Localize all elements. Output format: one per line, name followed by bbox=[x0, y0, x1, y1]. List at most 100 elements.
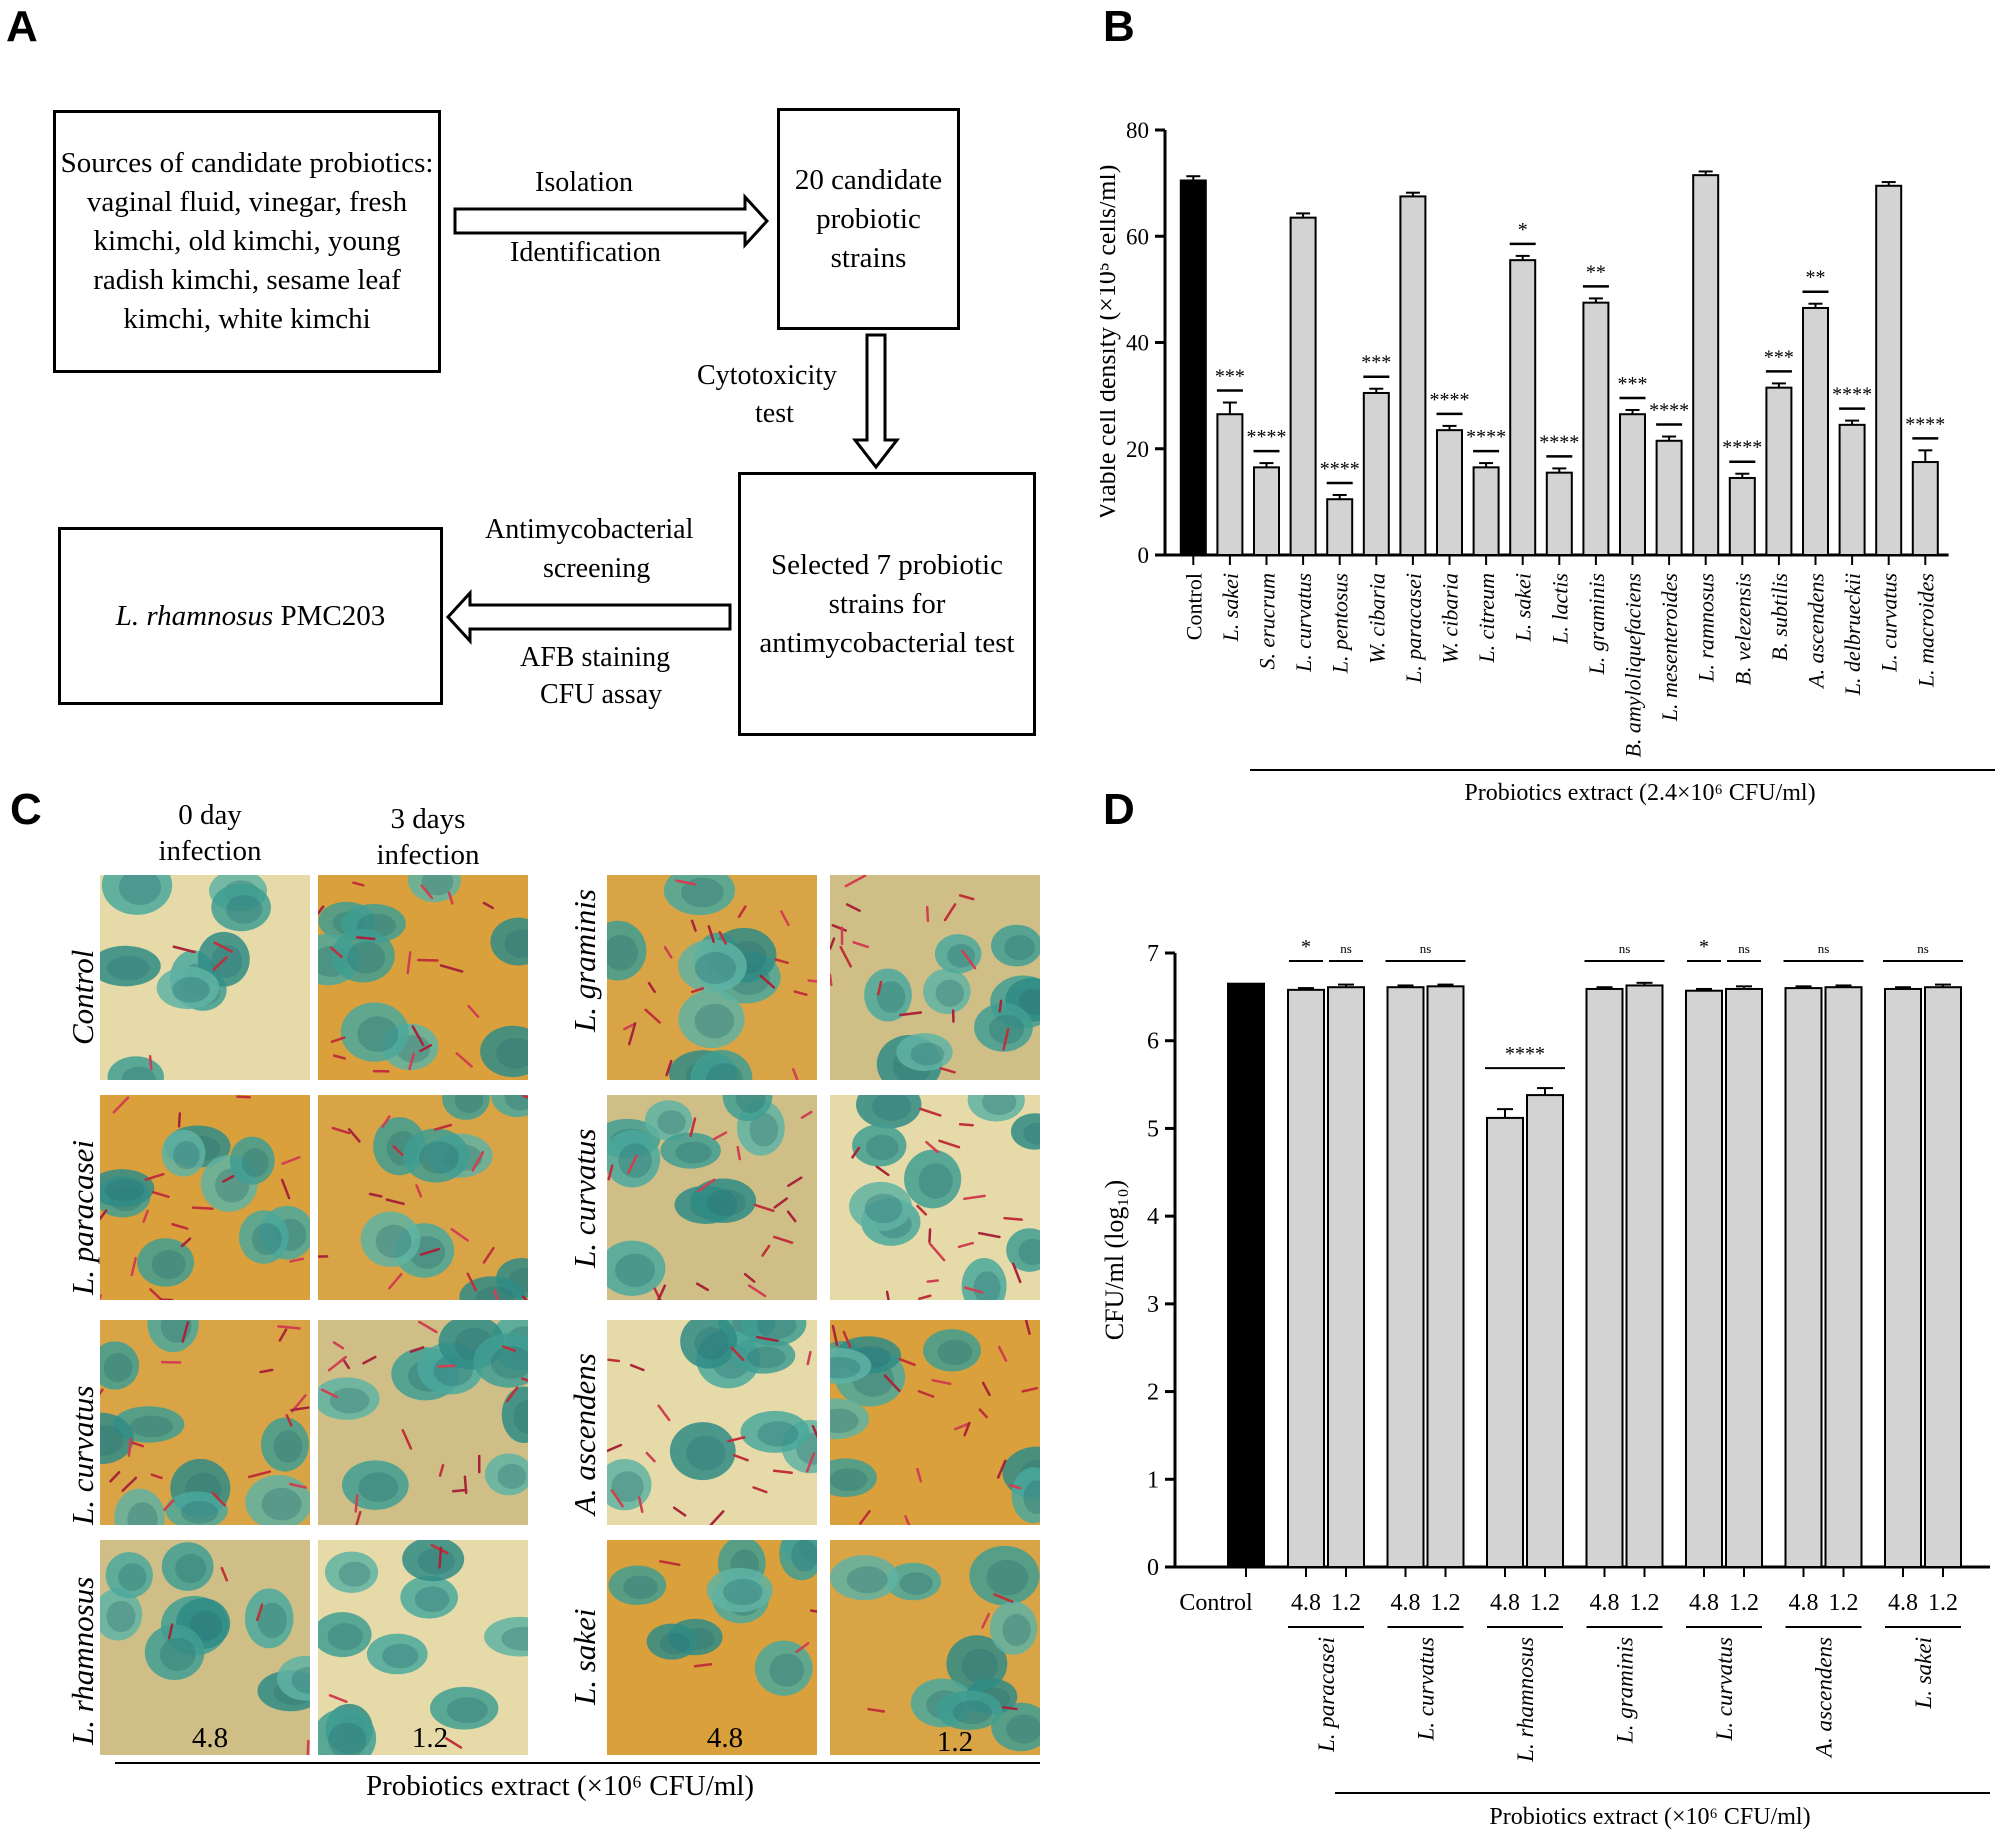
conc-label-4: 1.2 bbox=[936, 1726, 974, 1758]
d-y-tick-label: 0 bbox=[1147, 1555, 1159, 1581]
d-y-tick-label: 3 bbox=[1147, 1292, 1159, 1318]
d-conc-label: 1.2 bbox=[1729, 1590, 1759, 1616]
candidates-box-text: 20 candidate probiotic strains bbox=[794, 163, 943, 274]
b-x-label: B. subtilis bbox=[1767, 573, 1792, 661]
micrograph bbox=[318, 1540, 528, 1755]
b-x-label: B. velezensis bbox=[1730, 573, 1755, 685]
b-bar bbox=[1765, 386, 1793, 556]
micrograph bbox=[318, 1095, 528, 1300]
d-group-label: L. rhamnosus bbox=[1513, 1637, 1538, 1763]
b-sig-label: **** bbox=[1832, 384, 1872, 406]
d-sig-label: * bbox=[1699, 936, 1709, 958]
b-bar bbox=[1253, 466, 1280, 556]
d-y-tick-label: 7 bbox=[1147, 941, 1159, 967]
d-bar-control bbox=[1227, 982, 1265, 1568]
row-label-rhamnosus: L. rhamnosus bbox=[65, 1576, 100, 1745]
b-bar bbox=[1619, 413, 1646, 556]
conc-label-1: 4.8 bbox=[191, 1722, 229, 1754]
result-box: L. rhamnosus PMC203 bbox=[58, 527, 443, 705]
col-header-0day-line2: infection bbox=[158, 835, 262, 867]
b-x-label: Control bbox=[1181, 573, 1206, 640]
panel-c-underline bbox=[115, 1762, 1040, 1764]
label-test: test bbox=[755, 398, 794, 429]
arrow-screening bbox=[445, 589, 732, 645]
d-bar bbox=[1725, 987, 1763, 1569]
row-label-paracasei: L. paracasei bbox=[65, 1140, 100, 1295]
d-bar bbox=[1784, 987, 1823, 1569]
b-bar bbox=[1875, 184, 1903, 556]
col-header-0day: 0 day infection bbox=[140, 797, 280, 869]
d-bar bbox=[1824, 986, 1863, 1569]
b-sig-label: *** bbox=[1215, 366, 1245, 388]
micrograph bbox=[607, 875, 817, 1080]
row-label-sakei: L. sakei bbox=[567, 1608, 602, 1705]
b-sig-label: ** bbox=[1586, 261, 1606, 283]
b-sig-label: **** bbox=[1430, 389, 1470, 411]
b-x-label: L. pentosus bbox=[1328, 573, 1353, 674]
label-cfu-assay: CFU assay bbox=[540, 679, 663, 710]
row-label-control: Control bbox=[65, 949, 100, 1045]
d-group-label: L. sakei bbox=[1911, 1637, 1936, 1710]
b-x-label: B. amyloliquefaciens bbox=[1621, 573, 1646, 758]
d-group-label: L. paracasei bbox=[1314, 1637, 1339, 1753]
b-bar bbox=[1362, 391, 1390, 556]
d-sig-label: ns bbox=[1818, 941, 1830, 956]
d-group-label: L. curvatus bbox=[1414, 1637, 1439, 1742]
b-sig-label: **** bbox=[1539, 431, 1579, 453]
b-y-tick-label: 60 bbox=[1126, 224, 1149, 249]
candidates-box: 20 candidate probiotic strains bbox=[777, 108, 960, 330]
micrograph bbox=[607, 1320, 817, 1525]
b-bar bbox=[1472, 466, 1500, 556]
micrograph bbox=[100, 1540, 310, 1755]
b-y-label: Viable cell density (×10⁵ cells/ml) bbox=[1100, 165, 1121, 521]
b-bar bbox=[1326, 498, 1354, 556]
d-bar bbox=[1327, 986, 1365, 1569]
col-header-0day-line1: 0 day bbox=[178, 799, 242, 831]
d-sig-label: * bbox=[1301, 936, 1311, 958]
b-sig-label: *** bbox=[1618, 373, 1648, 395]
b-x-label: L. sakei bbox=[1218, 573, 1243, 642]
b-x-label: L. ramnosus bbox=[1694, 573, 1719, 683]
b-y-tick-label: 0 bbox=[1138, 543, 1150, 568]
arrow-isolation bbox=[453, 193, 770, 249]
col-header-3days-line2: infection bbox=[376, 839, 480, 871]
col-header-3days-line1: 3 days bbox=[390, 803, 466, 835]
d-conc-label: 4.8 bbox=[1789, 1590, 1819, 1616]
micrograph bbox=[607, 1540, 817, 1755]
col-header-3days: 3 days infection bbox=[358, 801, 498, 873]
b-x-label: L. curvatus bbox=[1877, 573, 1902, 673]
d-sig-label: ns bbox=[1738, 941, 1750, 956]
b-bar bbox=[1436, 429, 1463, 556]
d-bar bbox=[1685, 989, 1723, 1568]
micrograph bbox=[100, 1320, 310, 1525]
d-conc-label: 4.8 bbox=[1689, 1590, 1719, 1616]
b-bar bbox=[1728, 476, 1756, 556]
sources-box-text: Sources of candidate probiotics: vaginal… bbox=[60, 147, 434, 335]
b-x-label: L. lactis bbox=[1547, 573, 1572, 645]
conc-label-2: 1.2 bbox=[411, 1722, 449, 1754]
b-y-tick-label: 20 bbox=[1126, 437, 1149, 462]
b-bar bbox=[1802, 306, 1829, 556]
b-x-label: S. erucrum bbox=[1255, 573, 1280, 670]
b-x-label: L. curvatus bbox=[1291, 573, 1316, 673]
row-label-ascendens: A. ascendens bbox=[567, 1353, 602, 1515]
micrograph bbox=[318, 875, 528, 1080]
d-conc-label: 4.8 bbox=[1490, 1590, 1520, 1616]
d-bar bbox=[1526, 1094, 1564, 1568]
d-y-tick-label: 6 bbox=[1147, 1029, 1159, 1055]
viability-bar-chart: 0 20 40 60 80 Viable cell density (×10⁵ cells… bbox=[1100, 118, 1995, 806]
d-bar bbox=[1287, 988, 1325, 1568]
b-bar bbox=[1582, 301, 1610, 556]
micrograph bbox=[607, 1095, 817, 1300]
d-group-label: L. graminis bbox=[1613, 1637, 1638, 1744]
label-cytotoxicity: Cytotoxicity bbox=[697, 360, 837, 391]
b-x-label: L. graminis bbox=[1584, 573, 1609, 675]
label-antimycobacterial: Antimycobacterial bbox=[485, 514, 694, 545]
d-sig-label: ns bbox=[1917, 941, 1929, 956]
d-conc-label: 4.8 bbox=[1888, 1590, 1918, 1616]
d-conc-label: 4.8 bbox=[1590, 1590, 1620, 1616]
d-sig-label: ns bbox=[1420, 941, 1432, 956]
d-y-tick-label: 4 bbox=[1147, 1204, 1159, 1230]
d-sig-label: ns bbox=[1340, 941, 1352, 956]
d-bar bbox=[1924, 986, 1962, 1569]
